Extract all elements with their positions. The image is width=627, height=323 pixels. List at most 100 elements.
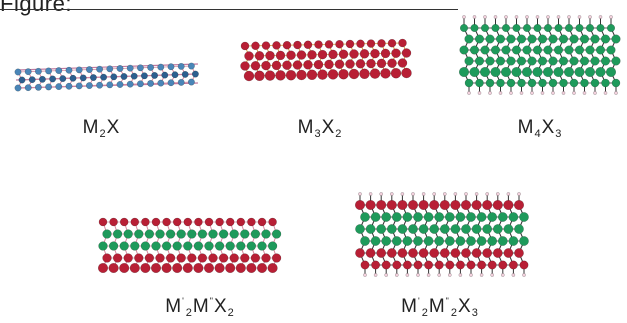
atom	[509, 236, 518, 245]
atom	[517, 57, 526, 66]
atom	[131, 73, 137, 79]
atom	[408, 248, 417, 257]
atom	[188, 63, 194, 69]
atom	[388, 39, 396, 47]
atom	[606, 67, 616, 77]
termination-atom	[604, 91, 607, 94]
atom	[466, 236, 475, 245]
atom	[269, 218, 277, 226]
atom	[107, 82, 113, 88]
atom	[580, 35, 589, 44]
atom	[15, 85, 21, 91]
atom	[575, 67, 585, 77]
atom	[177, 254, 186, 263]
atom	[467, 261, 475, 269]
atom	[145, 254, 154, 263]
atom	[205, 218, 213, 226]
atom	[612, 57, 621, 66]
atom	[86, 66, 92, 72]
atom	[262, 230, 271, 239]
atom	[486, 35, 495, 44]
atom	[528, 35, 537, 44]
atom	[430, 248, 439, 257]
atom	[265, 71, 275, 81]
termination-atom	[483, 15, 486, 18]
atom	[435, 236, 444, 245]
atom	[35, 68, 41, 74]
atom	[103, 254, 112, 263]
atom	[361, 261, 369, 269]
atom	[156, 254, 165, 263]
atom	[287, 51, 296, 60]
atom	[581, 79, 589, 87]
atom	[367, 40, 375, 48]
atom	[488, 261, 496, 269]
atom	[512, 46, 521, 55]
atom	[131, 218, 139, 226]
termination-atom	[599, 15, 602, 18]
termination-atom	[501, 273, 504, 276]
atom	[367, 59, 376, 68]
atom	[198, 230, 207, 239]
termination-atom	[578, 15, 581, 18]
atom	[392, 212, 401, 221]
atom	[162, 242, 171, 251]
termination-atom	[551, 91, 554, 94]
atom	[596, 67, 606, 77]
atom	[283, 61, 292, 70]
atom	[445, 212, 454, 221]
atom	[602, 79, 610, 87]
atom	[392, 49, 401, 58]
atom	[96, 82, 102, 88]
atom	[576, 24, 584, 32]
atom	[99, 218, 107, 226]
atom	[570, 79, 578, 87]
atom	[476, 79, 484, 87]
termination-atom	[454, 192, 457, 195]
termination-atom	[572, 91, 575, 94]
atom	[451, 248, 460, 257]
atom	[456, 261, 464, 269]
atom	[70, 75, 76, 81]
atom	[399, 39, 407, 47]
atom	[475, 57, 484, 66]
atom	[109, 263, 119, 273]
termination-atom	[480, 273, 483, 276]
atom	[419, 224, 428, 233]
termination-atom	[491, 273, 494, 276]
atom	[403, 212, 412, 221]
atom	[591, 35, 600, 44]
atom	[419, 200, 429, 210]
atom	[472, 200, 482, 210]
atom	[483, 224, 492, 233]
atom	[533, 46, 542, 55]
atom	[86, 82, 92, 88]
atom	[339, 50, 348, 59]
atom	[240, 254, 249, 263]
atom	[612, 79, 620, 87]
atom	[178, 79, 184, 85]
atom	[475, 35, 484, 44]
atom	[387, 248, 396, 257]
atom	[152, 242, 161, 251]
atom	[519, 212, 528, 221]
atom	[360, 236, 369, 245]
termination-atom	[438, 273, 441, 276]
atom	[491, 67, 501, 77]
atom	[187, 230, 196, 239]
termination-atom	[512, 273, 515, 276]
atom	[586, 24, 594, 32]
termination-atom	[515, 15, 518, 18]
atom	[382, 236, 391, 245]
atom	[56, 83, 62, 89]
atom	[398, 248, 407, 257]
atom	[120, 218, 128, 226]
atom	[15, 69, 21, 75]
atom	[596, 46, 605, 55]
atom	[268, 263, 278, 273]
atom	[178, 63, 184, 69]
atom	[413, 236, 422, 245]
atom	[461, 224, 470, 233]
atom	[414, 261, 422, 269]
atom	[226, 218, 234, 226]
